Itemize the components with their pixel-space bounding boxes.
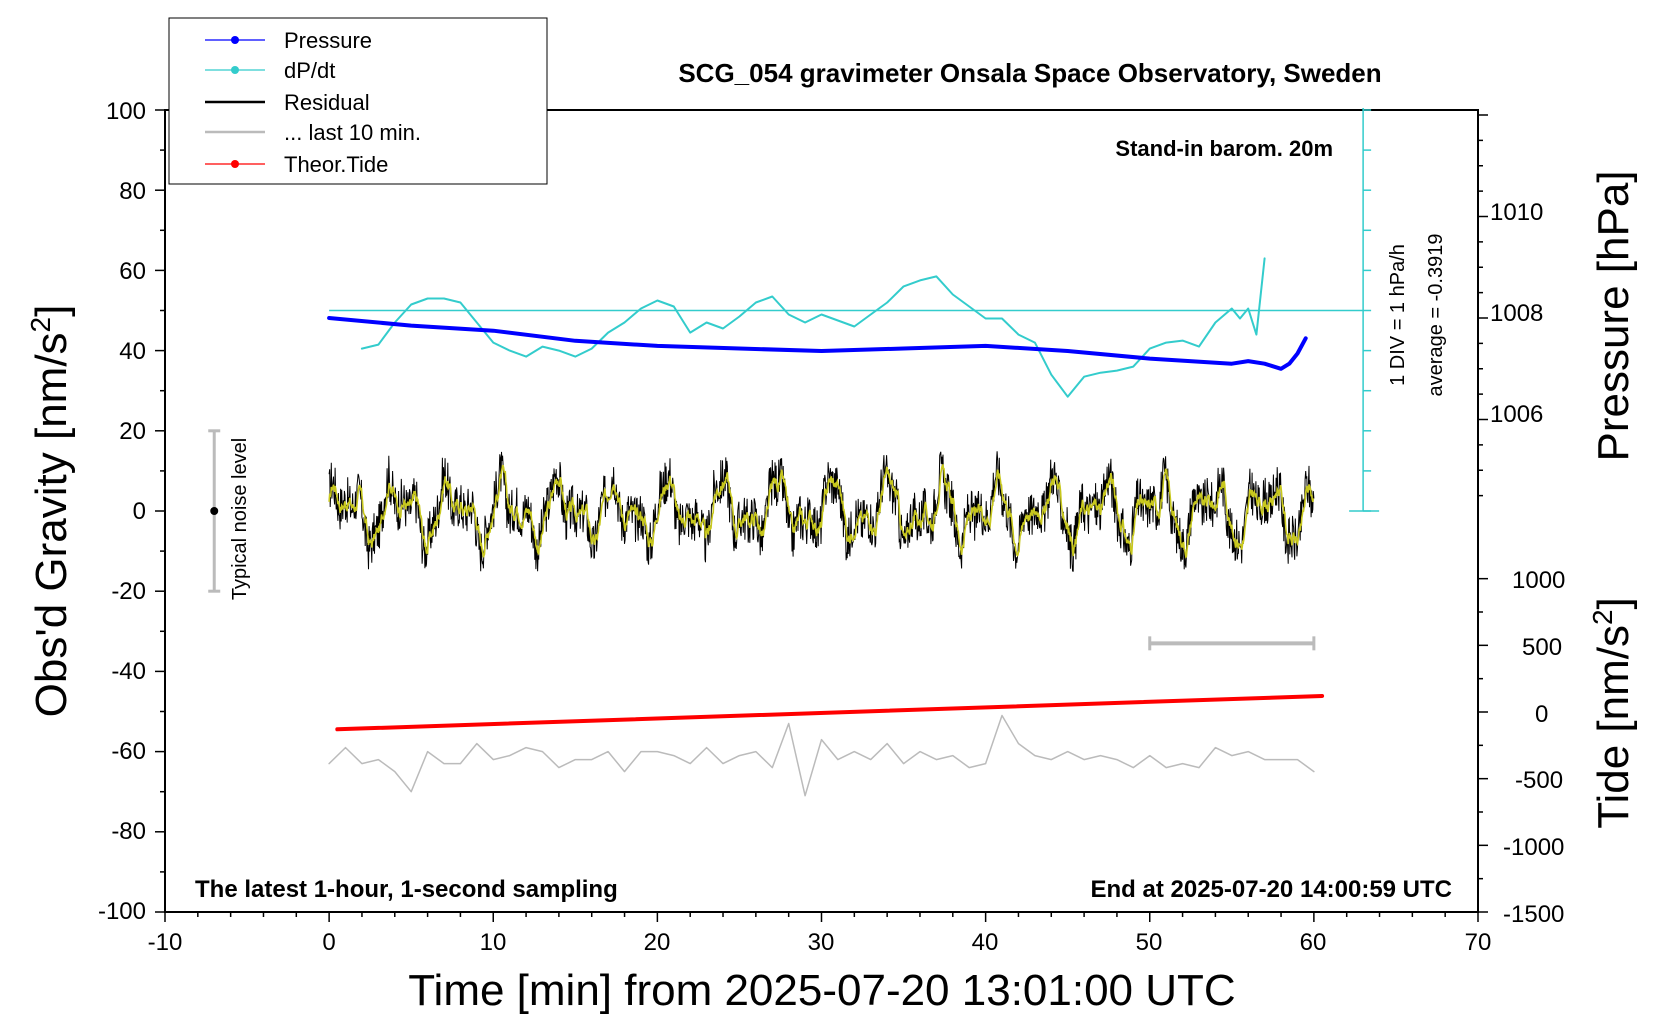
tide-tick-label: -500: [1515, 767, 1563, 794]
sampling-annotation: The latest 1-hour, 1-second sampling: [195, 876, 618, 903]
y-tick-label: -40: [111, 658, 146, 685]
noise-level-bar: [208, 429, 221, 593]
residual-smoothed-line: [328, 464, 1315, 559]
tide-tick-label: 1000: [1512, 567, 1565, 594]
legend-label: Pressure: [284, 28, 372, 53]
dpdt-div-label: 1 DIV = 1 hPa/h: [1387, 244, 1409, 386]
tide-series-line: [335, 694, 1325, 732]
series-layer: [327, 257, 1364, 797]
y-axis-gravity: 100 80 60 40 20 0 -20 -40 -60 -80 -100: [98, 98, 165, 925]
legend-swatch-marker: [231, 160, 239, 168]
last-10-min-bar: [1148, 636, 1316, 651]
y-tick-label: -100: [98, 898, 146, 925]
noise-bar-dot: [210, 507, 219, 515]
y-tick-label: 80: [119, 178, 146, 205]
tide-tick-label: -1000: [1503, 834, 1564, 861]
legend-swatch-marker: [231, 66, 239, 74]
y-axis-label-gravity: Obs'd Gravity [nm/s2]: [25, 305, 76, 718]
y-tick-label: -20: [111, 578, 146, 605]
x-tick-label: 20: [644, 929, 671, 956]
last-10-min-series-line: [328, 714, 1315, 797]
dpdt-average-label: average = -0.3919: [1425, 234, 1447, 397]
y-tick-label: 20: [119, 418, 146, 445]
legend: Pressure dP/dt Residual ... last 10 min.…: [168, 17, 548, 185]
x-tick-label: 60: [1300, 929, 1327, 956]
x-tick-label: 0: [322, 929, 335, 956]
y-tick-label: 100: [106, 98, 146, 125]
y-tick-label: -60: [111, 738, 146, 765]
pressure-series-line: [327, 316, 1308, 371]
legend-swatch-marker: [231, 36, 239, 44]
x-tick-label: 50: [1136, 929, 1163, 956]
y-tick-label: 0: [133, 498, 146, 525]
y-tick-label: -80: [111, 818, 146, 845]
legend-label: ... last 10 min.: [284, 120, 421, 145]
pressure-tick-label: 1010: [1490, 199, 1543, 226]
noise-level-label: Typical noise level: [229, 438, 251, 600]
pressure-tick-label: 1008: [1490, 300, 1543, 327]
legend-label: dP/dt: [284, 58, 335, 83]
tide-tick-label: 0: [1535, 701, 1548, 728]
dpdt-series-line: [360, 257, 1266, 398]
y-tick-label: 60: [119, 258, 146, 285]
x-tick-label: 70: [1465, 929, 1492, 956]
y-axis-tide: 1000 500 0 -500 -1000 -1500: [1478, 567, 1565, 928]
pressure-tick-label: 1006: [1490, 401, 1543, 428]
legend-label: Residual: [284, 90, 370, 115]
barometer-annotation: Stand-in barom. 20m: [1115, 136, 1333, 161]
y-tick-label: 40: [119, 338, 146, 365]
x-axis: -10 0 10 20 30 40 50 60 70: [148, 912, 1492, 956]
tide-tick-label: -1500: [1503, 901, 1564, 928]
end-time-annotation: End at 2025-07-20 14:00:59 UTC: [1091, 876, 1453, 903]
x-tick-label: 40: [972, 929, 999, 956]
x-axis-label: Time [min] from 2025-07-20 13:01:00 UTC: [408, 966, 1235, 1015]
x-tick-label: -10: [148, 929, 183, 956]
y-axis-pressure: 1010 1008 1006: [1478, 114, 1543, 497]
y-axis-label-pressure: Pressure [hPa]: [1589, 170, 1638, 461]
x-tick-label: 10: [480, 929, 507, 956]
tide-tick-label: 500: [1522, 634, 1562, 661]
x-tick-label: 30: [808, 929, 835, 956]
legend-swatches: [205, 36, 265, 168]
chart-title: SCG_054 gravimeter Onsala Space Observat…: [678, 58, 1381, 88]
dpdt-scale-bar: [1349, 108, 1380, 512]
legend-label: Theor.Tide: [284, 152, 388, 177]
y-axis-label-tide: Tide [nm/s2]: [1587, 597, 1638, 829]
